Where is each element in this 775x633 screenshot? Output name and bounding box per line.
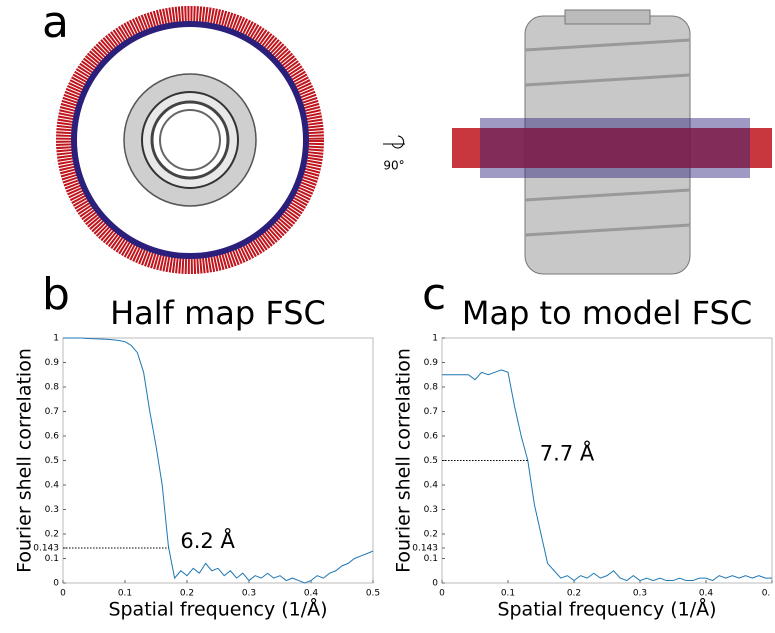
x-axis-label: Spatial frequency (1/Å) — [497, 598, 716, 621]
y-tick-label: 0.9 — [45, 358, 60, 368]
x-tick-label: 0.4 — [699, 589, 714, 599]
side-view-render — [452, 10, 772, 274]
y-axis-label: Fourier shell correlation — [14, 348, 36, 573]
y-tick-label: 0.7 — [424, 407, 438, 417]
y-tick-label: 0.3 — [45, 505, 59, 515]
threshold-label: 6.2 Å — [180, 527, 235, 553]
x-tick-label: 0.3 — [242, 589, 256, 599]
y-tick-label: 0.7 — [45, 407, 59, 417]
y-tick-label: 0.5 — [424, 456, 438, 466]
panel-label: a — [42, 0, 69, 48]
y-tick-label: 0.1 — [424, 554, 438, 564]
y-tick-label: 0.5 — [45, 456, 59, 466]
x-tick-label: 0 — [439, 589, 445, 599]
x-tick-label: 0.2 — [567, 589, 581, 599]
y-tick-label: 0.143 — [33, 543, 59, 553]
y-tick-label: 0.8 — [45, 383, 60, 393]
y-tick-label: 0.2 — [45, 530, 59, 540]
y-tick-label: 0.4 — [45, 481, 60, 491]
y-tick-label: 0.8 — [424, 383, 439, 393]
rotation-arrow — [392, 136, 404, 148]
y-tick-label: 0.6 — [424, 432, 439, 442]
y-tick-label: 0.143 — [412, 543, 438, 553]
rotation-label: 90° — [383, 159, 404, 173]
chart-title: Half map FSC — [110, 294, 326, 332]
chart-title: Map to model FSC — [462, 294, 752, 332]
y-tick-label: 0.6 — [45, 432, 60, 442]
y-tick-label: 0.2 — [424, 530, 438, 540]
x-tick-label: 0. — [762, 589, 771, 599]
x-tick-label: 0.5 — [366, 589, 380, 599]
x-tick-label: 0 — [60, 589, 66, 599]
panel-label: b — [42, 269, 70, 320]
figure: 90° a b c Half map FSC Spatial frequency … — [0, 0, 775, 633]
y-tick-label: 0.3 — [424, 505, 438, 515]
y-tick-label: 0 — [432, 579, 438, 589]
x-tick-label: 0.2 — [180, 589, 194, 599]
y-axis-label: Fourier shell correlation — [393, 348, 415, 573]
x-axis-label: Spatial frequency (1/Å) — [108, 598, 327, 621]
y-tick-label: 1 — [432, 334, 438, 344]
x-tick-label: 0.1 — [118, 589, 132, 599]
y-tick-label: 0.4 — [424, 481, 439, 491]
y-tick-label: 0.9 — [424, 358, 439, 368]
y-tick-label: 0 — [53, 579, 59, 589]
x-tick-label: 0.1 — [501, 589, 515, 599]
x-tick-label: 0.4 — [304, 589, 319, 599]
panel-label: c — [422, 269, 446, 320]
x-tick-label: 0.3 — [633, 589, 647, 599]
y-tick-label: 0.1 — [45, 554, 59, 564]
threshold-label: 7.7 Å — [540, 440, 595, 466]
top-view-render — [64, 14, 316, 266]
y-tick-label: 1 — [53, 334, 59, 344]
